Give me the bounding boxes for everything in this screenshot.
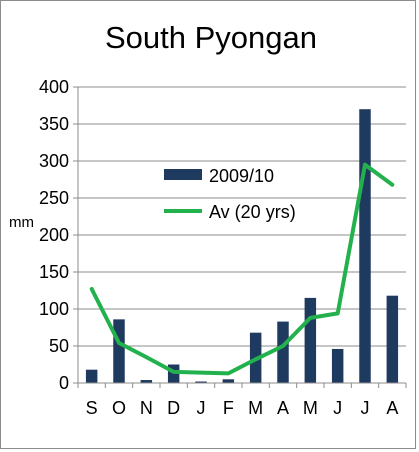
average-line: [89, 162, 395, 376]
bar: [140, 380, 153, 383]
y-tick-label: 150: [39, 262, 69, 282]
y-axis-title: mm: [9, 214, 34, 231]
x-tick-label: S: [86, 398, 98, 418]
x-tick-label: J: [333, 398, 342, 418]
bar: [277, 321, 289, 383]
gridlines: [78, 86, 406, 347]
y-tick-label: 100: [39, 299, 69, 319]
bar: [195, 381, 207, 383]
bar: [85, 369, 98, 383]
x-tick-label: O: [112, 398, 126, 418]
y-tick-label: 50: [49, 336, 69, 356]
bar: [386, 295, 399, 383]
legend-swatch-bar: [164, 169, 202, 180]
y-tick-label: 400: [39, 77, 69, 97]
x-tick-label: N: [140, 398, 153, 418]
y-tick-label: 200: [39, 225, 69, 245]
x-tick-label: A: [386, 398, 398, 418]
legend-label-line: Av (20 yrs): [209, 202, 296, 222]
x-tick-label: J: [361, 398, 370, 418]
bar: [359, 109, 371, 383]
legend-label-bar: 2009/10: [209, 166, 274, 186]
y-tick-label: 0: [59, 373, 69, 393]
y-tick-label: 350: [39, 114, 69, 134]
x-tick-label: M: [303, 398, 318, 418]
x-tick-label: M: [248, 398, 263, 418]
bar: [304, 297, 317, 383]
x-tick-label: F: [223, 398, 234, 418]
legend: 2009/10 Av (20 yrs): [164, 166, 296, 222]
x-tick-label: D: [167, 398, 180, 418]
line-series: [89, 162, 395, 376]
x-tick-label: J: [197, 398, 206, 418]
bar: [222, 379, 235, 383]
chart-title: South Pyongan: [105, 20, 317, 55]
y-tick-label: 300: [39, 151, 69, 171]
bar: [331, 348, 344, 383]
x-tick-label: A: [277, 398, 289, 418]
y-tick-label: 250: [39, 188, 69, 208]
bar: [113, 319, 125, 383]
